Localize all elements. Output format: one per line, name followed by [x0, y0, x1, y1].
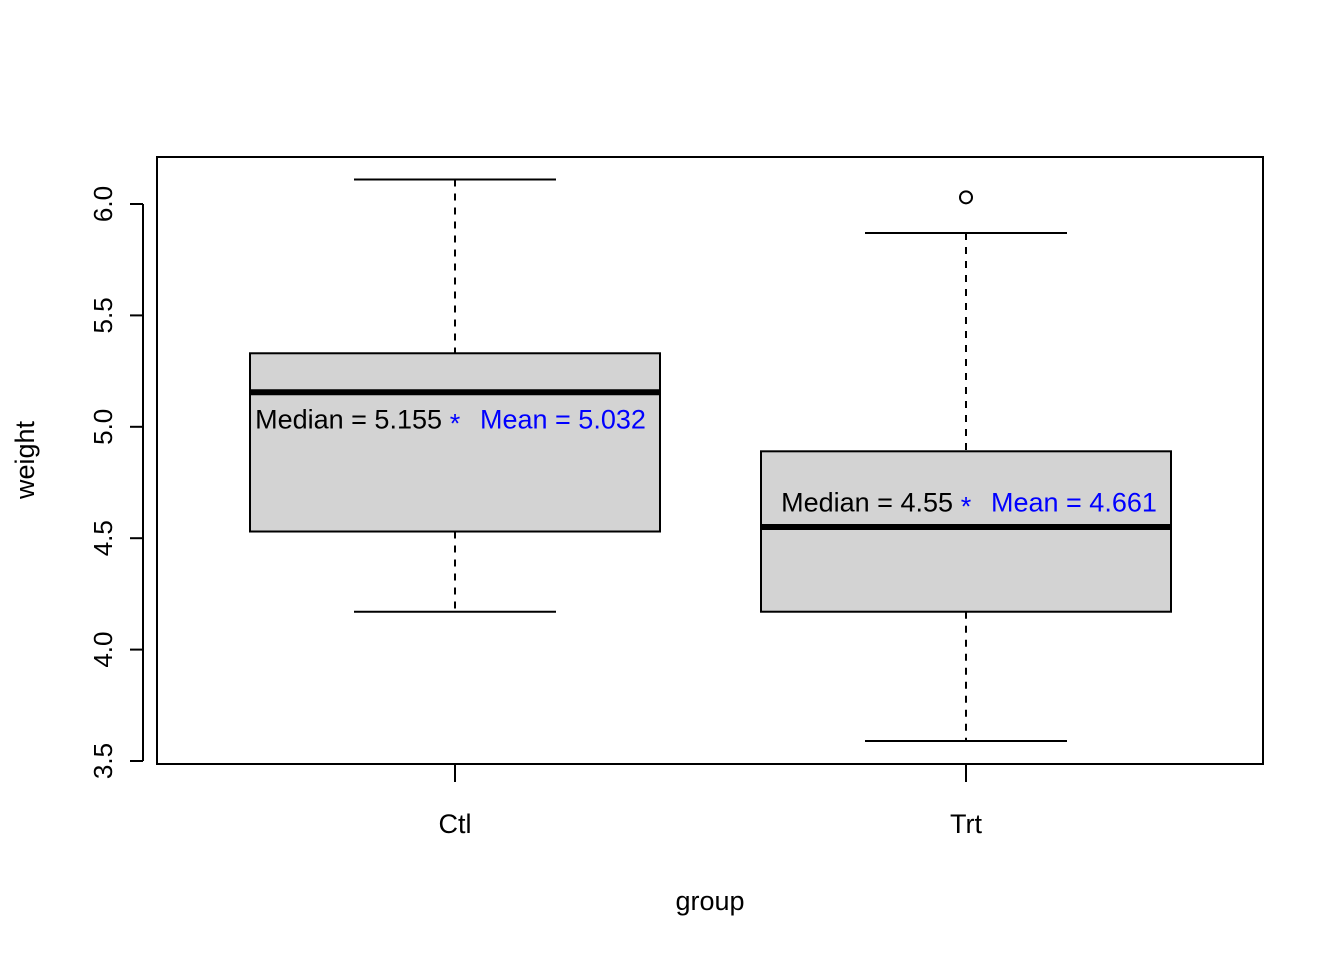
- box-ctl: [249, 178, 661, 613]
- x-tick-label: Trt: [950, 809, 982, 839]
- y-tick-label: 6.0: [88, 186, 118, 222]
- median-annotation: Median = 4.55: [781, 487, 953, 517]
- mean-marker: *: [450, 409, 461, 439]
- plot-frame: [156, 156, 1264, 765]
- iqr-box: [249, 352, 661, 533]
- box-trt: [760, 190, 1172, 742]
- mean-annotation: Mean = 4.661: [991, 487, 1157, 517]
- iqr-box: [760, 450, 1172, 613]
- x-axis-label: group: [675, 886, 744, 916]
- x-tick-label: Ctl: [439, 809, 472, 839]
- y-axis: 3.5 4.0 4.5 5.0 5.5 6.0: [88, 186, 144, 779]
- mean-marker: *: [961, 491, 972, 521]
- y-tick-label: 4.0: [88, 632, 118, 668]
- x-axis: Ctl Trt: [439, 764, 982, 839]
- stat-annotation: Median = 5.155 * Mean = 5.032: [255, 405, 646, 439]
- y-tick-label: 5.0: [88, 409, 118, 445]
- annotations: Median = 5.155 * Mean = 5.032 Median = 4.55…: [255, 405, 1157, 522]
- stat-annotation: Median = 4.55 * Mean = 4.661: [781, 487, 1157, 521]
- y-tick-label: 3.5: [88, 743, 118, 779]
- y-axis-label: weight: [10, 420, 40, 500]
- mean-annotation: Mean = 5.032: [480, 405, 646, 435]
- median-annotation: Median = 5.155: [255, 405, 442, 435]
- outlier-point: [959, 190, 973, 205]
- boxes: [249, 178, 1172, 742]
- y-tick-label: 4.5: [88, 520, 118, 556]
- y-tick-label: 5.5: [88, 297, 118, 333]
